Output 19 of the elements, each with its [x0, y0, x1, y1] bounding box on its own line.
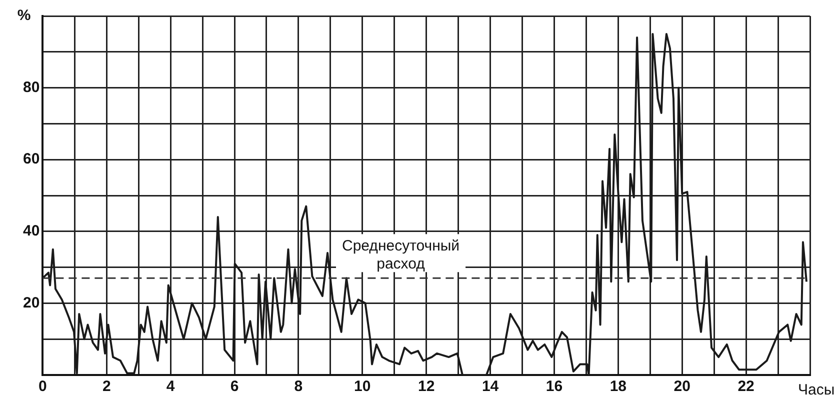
x-tick-label: 10: [354, 378, 371, 396]
y-tick-label: 80: [22, 78, 40, 96]
x-tick-label: 12: [418, 378, 435, 396]
x-tick-label: 20: [674, 378, 690, 396]
x-tick-label: 2: [102, 378, 111, 396]
y-tick-label: 40: [22, 222, 40, 240]
y-tick-label: 60: [22, 150, 40, 168]
x-tick-label: 4: [166, 378, 176, 396]
x-tick-label: 8: [294, 378, 303, 396]
x-tick-label: 14: [482, 378, 500, 396]
y-tick-label: 20: [22, 294, 40, 312]
x-tick-label: 0: [38, 378, 47, 396]
x-tick-label: 6: [230, 378, 239, 396]
x-tick-label: 22: [738, 378, 754, 396]
y-axis-title: %: [17, 7, 31, 24]
x-tick-label: 18: [610, 378, 627, 396]
ref-line-label: Среднесуточный расход: [342, 238, 460, 273]
x-axis-title: Часы: [798, 382, 835, 399]
x-tick-label: 16: [546, 378, 563, 396]
